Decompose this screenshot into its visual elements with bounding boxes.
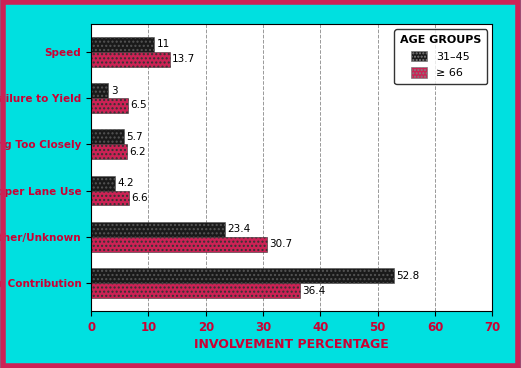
Bar [91,222,225,237]
Text: 52.8: 52.8 [396,271,419,281]
Text: 30.7: 30.7 [269,239,292,249]
Text: 6.2: 6.2 [129,147,146,157]
Bar [91,237,267,252]
Bar [91,268,394,283]
Bar [91,144,127,159]
Text: 6.5: 6.5 [131,100,147,110]
Text: 6.6: 6.6 [131,193,148,203]
Text: 11: 11 [156,39,170,49]
Bar [91,52,170,67]
Bar [91,130,124,144]
Bar [91,191,129,205]
Bar [91,176,115,191]
Bar [91,83,108,98]
Text: 13.7: 13.7 [172,54,195,64]
Text: 3: 3 [110,86,117,96]
Text: 23.4: 23.4 [228,224,251,234]
Bar [91,283,300,298]
X-axis label: INVOLVEMENT PERCENTAGE: INVOLVEMENT PERCENTAGE [194,338,389,351]
Bar [91,98,128,113]
Legend: 31–45, ≥ 66: 31–45, ≥ 66 [394,29,487,84]
Text: 5.7: 5.7 [126,132,143,142]
Bar [91,37,154,52]
Text: 36.4: 36.4 [302,286,325,296]
Text: 4.2: 4.2 [118,178,134,188]
